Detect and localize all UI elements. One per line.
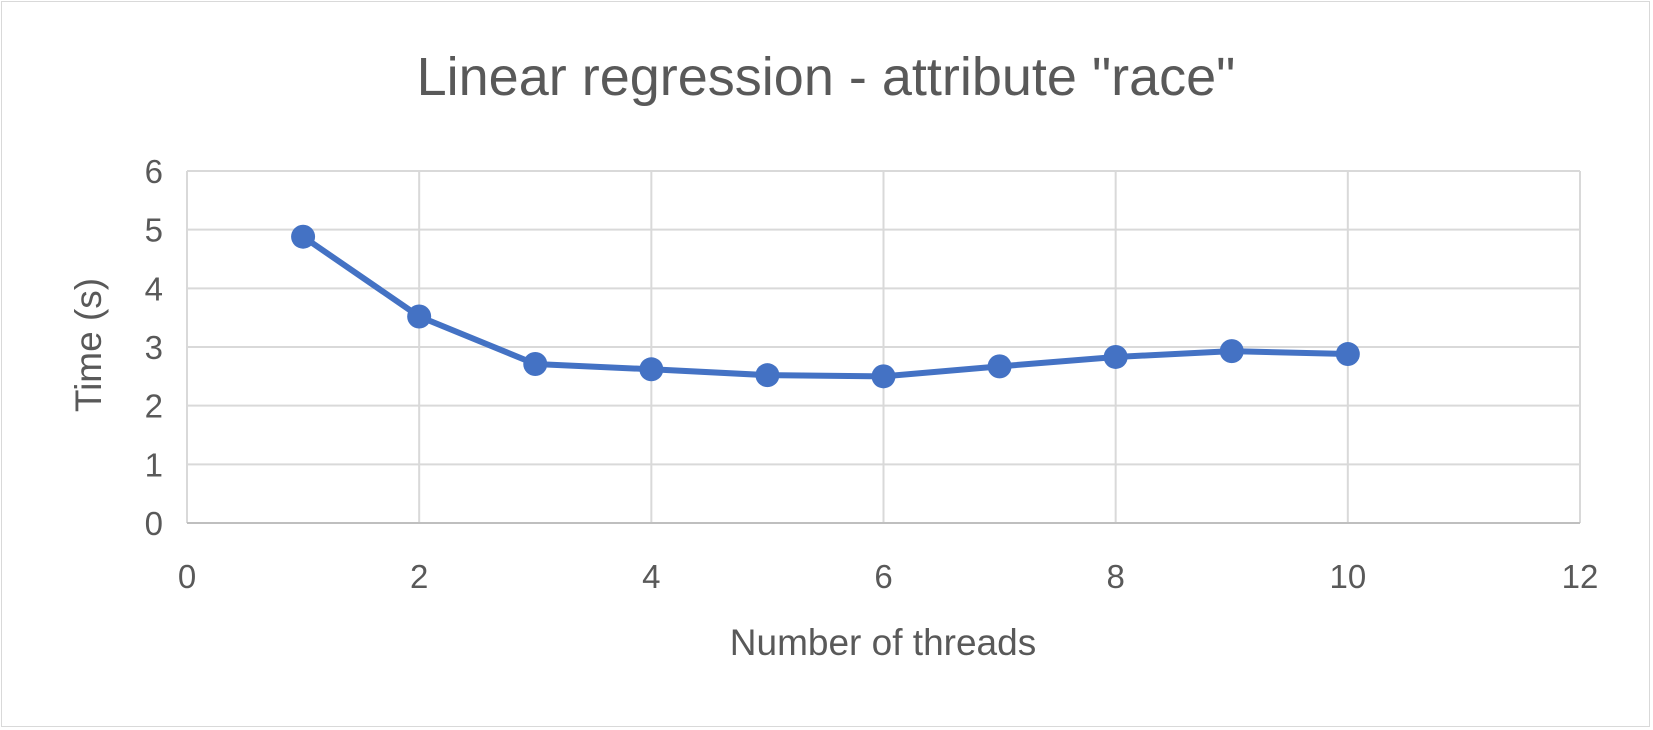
data-point xyxy=(523,352,548,377)
series xyxy=(291,224,1360,389)
data-point xyxy=(1103,344,1128,369)
data-point xyxy=(987,354,1012,379)
data-point xyxy=(639,357,664,382)
chart-title: Linear regression - attribute "race" xyxy=(417,47,1236,107)
y-tick-label: 0 xyxy=(145,505,163,542)
y-axis-title: Time (s) xyxy=(68,278,109,412)
y-tick-label: 1 xyxy=(145,446,163,483)
y-tick-label: 4 xyxy=(145,270,163,307)
x-tick-label: 10 xyxy=(1329,558,1366,595)
x-tick-label: 8 xyxy=(1106,558,1124,595)
data-point xyxy=(755,363,780,388)
data-point xyxy=(1219,339,1244,364)
x-axis-title: Number of threads xyxy=(730,622,1036,663)
y-tick-label: 6 xyxy=(145,153,163,190)
x-tick-label: 2 xyxy=(410,558,428,595)
x-tick-label: 6 xyxy=(874,558,892,595)
data-point xyxy=(1335,342,1360,367)
grid xyxy=(186,170,1581,523)
x-tick-label: 12 xyxy=(1562,558,1599,595)
series-line xyxy=(300,233,1351,380)
y-tick-label: 2 xyxy=(145,388,163,425)
y-tick-label: 3 xyxy=(145,329,163,366)
y-tick-label: 5 xyxy=(145,212,163,249)
data-point xyxy=(407,304,432,329)
x-tick-label: 4 xyxy=(642,558,660,595)
data-point xyxy=(871,364,896,389)
data-point xyxy=(291,224,316,249)
x-tick-label: 0 xyxy=(178,558,196,595)
